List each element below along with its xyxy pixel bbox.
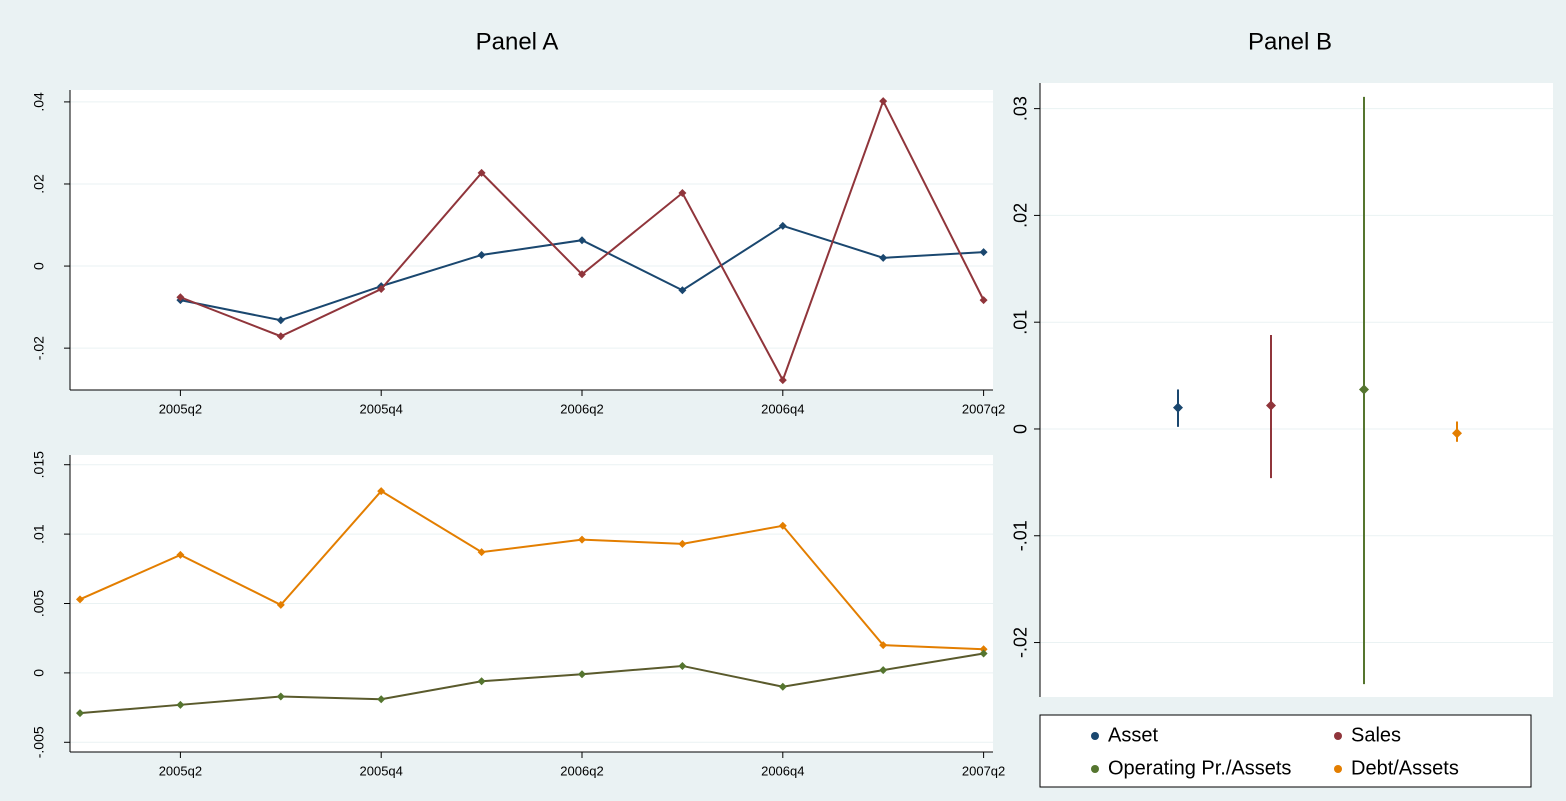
legend-marker: [1091, 732, 1099, 740]
marker: [76, 709, 84, 718]
plot-area: [70, 90, 993, 390]
y-tick-label: 0: [31, 262, 47, 270]
marker: [578, 670, 586, 679]
marker: [578, 236, 586, 245]
y-tick-label: 0: [1011, 424, 1031, 434]
x-tick-label: 2006q2: [560, 763, 603, 778]
marker: [879, 253, 888, 262]
legend-label: Debt/Assets: [1351, 757, 1459, 779]
marker: [176, 550, 185, 559]
marker: [377, 285, 386, 294]
legend-label: Asset: [1108, 724, 1158, 746]
legend-marker: [1091, 765, 1099, 773]
marker: [879, 97, 888, 106]
x-tick-label: 2005q4: [360, 763, 403, 778]
point: [1359, 384, 1369, 395]
y-tick-label: 0: [31, 669, 47, 677]
plot-area: [1040, 83, 1553, 697]
y-tick-label: .01: [1011, 310, 1031, 335]
x-tick-label: 2007q2: [962, 763, 1005, 778]
legend-box: [1039, 714, 1532, 788]
marker: [276, 692, 285, 701]
marker: [678, 661, 687, 670]
y-tick-label: .03: [1011, 96, 1031, 121]
y-tick-label: .005: [31, 590, 47, 617]
marker: [176, 293, 185, 302]
marker: [578, 270, 586, 279]
y-tick-label: -.02: [31, 336, 47, 360]
y-tick-label: -.02: [1011, 627, 1031, 658]
marker: [678, 539, 687, 548]
marker: [276, 332, 285, 341]
x-tick-label: 2006q4: [761, 763, 804, 778]
x-tick-label: 2006q4: [761, 401, 804, 416]
legend-marker: [1334, 765, 1342, 773]
x-tick-label: 2005q2: [159, 401, 202, 416]
y-tick-label: .015: [31, 451, 47, 478]
marker: [979, 248, 988, 257]
y-tick-label: .02: [1011, 203, 1031, 228]
marker: [176, 700, 185, 709]
marker: [678, 189, 687, 198]
series-line: [79, 489, 984, 651]
panel-title: Panel A: [476, 28, 559, 55]
point: [1452, 428, 1462, 439]
marker: [477, 548, 486, 557]
marker: [778, 682, 787, 691]
marker: [979, 645, 988, 654]
y-tick-label: .04: [31, 92, 47, 112]
marker: [879, 666, 888, 675]
legend-label: Sales: [1351, 724, 1401, 746]
marker: [879, 641, 888, 650]
marker: [276, 316, 285, 325]
marker: [578, 535, 586, 544]
x-tick-label: 2005q4: [360, 401, 403, 416]
x-tick-label: 2006q2: [560, 401, 603, 416]
y-tick-label: -.01: [1011, 520, 1031, 551]
panel-title: Panel B: [1248, 28, 1332, 55]
marker: [377, 487, 386, 496]
marker: [778, 521, 787, 530]
y-tick-label: .02: [31, 174, 47, 194]
legend-marker: [1334, 732, 1342, 740]
point: [1173, 402, 1183, 413]
legend-label: Operating Pr./Assets: [1108, 757, 1291, 779]
marker: [678, 286, 687, 295]
y-tick-label: .01: [31, 524, 47, 544]
marker: [979, 649, 988, 658]
x-tick-label: 2005q2: [159, 763, 202, 778]
y-tick-label: -.005: [31, 726, 47, 758]
marker: [778, 376, 787, 385]
marker: [276, 600, 285, 609]
marker: [377, 695, 386, 704]
marker: [76, 595, 84, 604]
point: [1266, 400, 1276, 411]
marker: [477, 168, 486, 177]
marker: [477, 250, 486, 259]
x-tick-label: 2007q2: [962, 401, 1005, 416]
marker: [477, 677, 486, 686]
marker: [979, 296, 988, 305]
marker: [778, 221, 787, 230]
series-line: [79, 652, 984, 715]
